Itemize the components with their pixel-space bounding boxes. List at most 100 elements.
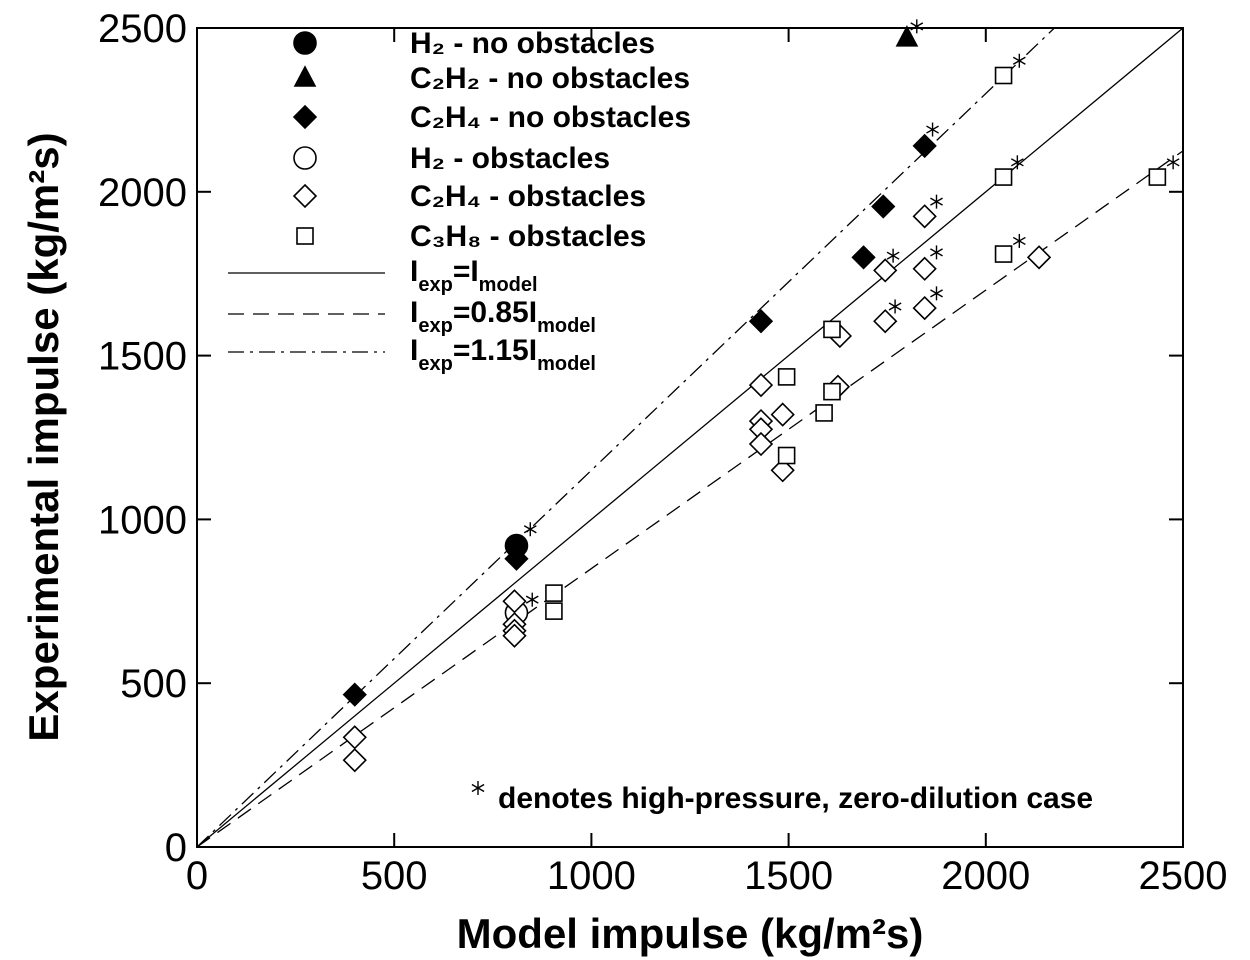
legend-label: Iexp=1.15Imodel xyxy=(410,334,596,375)
marker xyxy=(545,602,563,620)
marker xyxy=(504,546,529,571)
legend-text: I xyxy=(410,296,418,329)
marker xyxy=(994,168,1013,186)
legend-text: =I xyxy=(453,255,479,288)
y-tick-label: 1000 xyxy=(98,498,187,542)
legend-label: C₂H₄ - no obstacles xyxy=(410,101,691,134)
legend-marker xyxy=(471,781,485,795)
annotation: denotes high-pressure, zero-dilution cas… xyxy=(498,782,1093,815)
legend-label: H₂ - no obstacles xyxy=(410,27,655,60)
marker xyxy=(1012,53,1026,68)
legend-marker xyxy=(292,183,318,209)
marker xyxy=(1166,155,1180,170)
legend-subscript: exp xyxy=(418,353,452,375)
y-tick-label: 500 xyxy=(120,662,187,706)
marker xyxy=(910,19,924,34)
legend-label: C₃H₈ - obstacles xyxy=(410,220,646,253)
marker xyxy=(886,248,900,263)
legend-marker xyxy=(293,146,317,170)
marker xyxy=(770,402,795,427)
x-tick-label: 500 xyxy=(361,854,428,898)
marker xyxy=(525,592,539,607)
marker xyxy=(930,286,943,301)
marker xyxy=(1148,168,1167,186)
marker xyxy=(930,194,943,209)
legend-subscript: exp xyxy=(418,274,452,296)
star-arm xyxy=(523,525,537,534)
star-arm xyxy=(910,22,924,31)
marker xyxy=(545,584,563,602)
legend-text: I xyxy=(410,334,418,367)
star-arm xyxy=(930,289,943,298)
marker xyxy=(748,309,774,334)
reference-line xyxy=(196,27,1055,848)
star-arm xyxy=(1010,158,1024,167)
y-axis-label: Experimental impulse (kg/m²s) xyxy=(20,132,67,741)
star-arm xyxy=(888,302,902,311)
marker xyxy=(994,245,1013,263)
legend-subscript: model xyxy=(537,315,596,337)
legend-label: Iexp=0.85Imodel xyxy=(410,296,596,337)
marker xyxy=(823,320,841,339)
marker xyxy=(1012,233,1026,248)
marker xyxy=(912,295,937,321)
legend-subscript: model xyxy=(537,353,596,375)
legend-marker xyxy=(293,31,317,55)
x-tick-label: 0 xyxy=(186,854,208,898)
marker xyxy=(748,372,774,398)
marker xyxy=(851,245,876,270)
legend-text: I xyxy=(410,255,418,288)
marker xyxy=(748,431,774,457)
y-tick-label: 2000 xyxy=(98,171,187,215)
legend-marker xyxy=(296,227,314,245)
x-tick-label: 1000 xyxy=(547,854,636,898)
marker xyxy=(523,522,537,537)
legend-label: Iexp=Imodel xyxy=(410,255,538,296)
legend-label: C₂H₂ - no obstacles xyxy=(410,62,690,95)
marker xyxy=(895,25,919,47)
marker xyxy=(873,309,898,334)
x-axis-label: Model impulse (kg/m²s) xyxy=(457,910,924,957)
plot-frame xyxy=(196,27,1184,848)
legend-marker xyxy=(292,104,318,130)
marker xyxy=(342,682,367,707)
star-arm xyxy=(930,248,943,257)
marker xyxy=(777,446,796,465)
marker xyxy=(912,204,937,229)
legend-subscript: model xyxy=(479,274,538,296)
star-arm xyxy=(1012,56,1026,65)
star-arm xyxy=(471,783,485,793)
y-tick-label: 1500 xyxy=(98,335,187,379)
legend-label: H₂ - obstacles xyxy=(410,142,610,175)
marker xyxy=(930,245,943,260)
legend-text: =1.15I xyxy=(453,334,537,367)
star-arm xyxy=(926,125,939,134)
reference-line xyxy=(196,150,1184,848)
marker xyxy=(823,382,841,401)
x-tick-label: 2000 xyxy=(941,854,1030,898)
y-tick-label: 0 xyxy=(165,826,187,870)
marker xyxy=(777,368,796,386)
y-tick-label: 2500 xyxy=(98,7,187,51)
star-arm xyxy=(1166,158,1180,167)
marker xyxy=(770,458,795,483)
star-arm xyxy=(525,595,539,604)
marker xyxy=(815,404,833,422)
marker xyxy=(871,194,896,219)
star-arm xyxy=(1012,236,1026,246)
reference-line xyxy=(196,27,1184,848)
legend-text: =0.85I xyxy=(453,296,537,329)
marker xyxy=(1026,245,1052,270)
star-arm xyxy=(886,251,900,260)
star-arm xyxy=(930,197,943,206)
marker xyxy=(888,299,902,314)
legend-label: C₂H₄ - obstacles xyxy=(410,180,646,213)
legend-marker xyxy=(293,65,317,87)
marker xyxy=(1010,155,1024,170)
marker xyxy=(912,133,937,159)
marker xyxy=(502,623,527,648)
marker xyxy=(926,122,939,137)
legend-subscript: exp xyxy=(418,315,452,337)
x-tick-label: 2500 xyxy=(1139,854,1228,898)
